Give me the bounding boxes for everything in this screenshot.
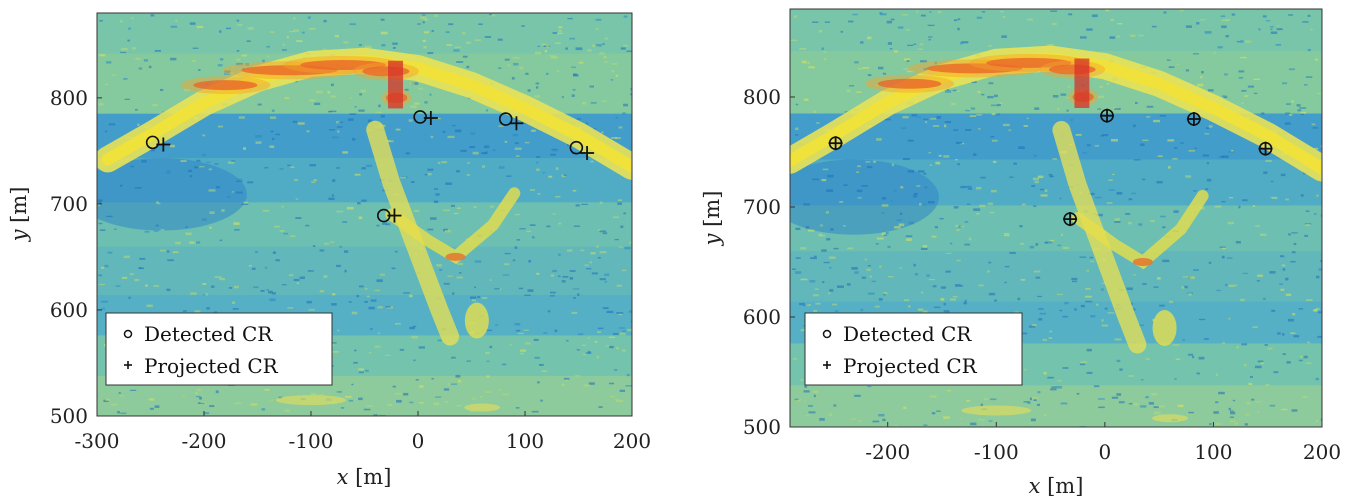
axes-frame <box>789 8 1323 428</box>
projected-cr-marker <box>828 136 843 151</box>
legend-label-detected: Detected CR <box>144 322 273 346</box>
y-tick-label: 700 <box>50 192 88 216</box>
x-tick-label: 100 <box>1194 440 1232 464</box>
y-tick-label: 600 <box>50 298 88 322</box>
projected-cr-marker <box>580 145 595 160</box>
x-tick-label: -100 <box>289 429 334 453</box>
x-axis-label: x [m] <box>337 465 392 489</box>
x-tick-label: -300 <box>75 429 120 453</box>
x-tick-label: 200 <box>1303 440 1341 464</box>
sar-image <box>790 9 1322 427</box>
projected-cr-marker <box>1063 212 1078 227</box>
detected-cr-marker <box>569 140 584 155</box>
detected-cr-marker <box>413 110 427 124</box>
x-tick-label: 0 <box>1098 440 1111 464</box>
y-tick-label: 800 <box>50 86 88 110</box>
legend-label-detected: Detected CR <box>843 322 972 346</box>
y-axis-label: y [m] <box>7 187 31 243</box>
projected-cr-marker <box>1186 112 1201 126</box>
y-tick-label: 800 <box>743 85 781 109</box>
x-tick-label: 0 <box>412 429 425 453</box>
legend-plus-icon <box>823 361 831 369</box>
projected-cr-marker <box>387 208 402 223</box>
legend: Detected CR Projected CR <box>804 312 1023 386</box>
y-tick-label: 700 <box>743 195 781 219</box>
panel-left: -300 -200 -100 0 100 200 500 600 700 800 x [m] y [m… <box>7 12 651 489</box>
legend-label-projected: Projected CR <box>843 354 978 378</box>
projected-cr-marker <box>1258 141 1273 156</box>
legend-circle-icon <box>123 329 133 339</box>
x-tick-label: -200 <box>865 440 910 464</box>
legend-label-projected: Projected CR <box>144 354 279 378</box>
panel-right: -200 -100 0 100 200 500 600 700 800 x [m] y [m] Det… <box>700 8 1341 498</box>
x-axis-label: x [m] <box>1029 474 1084 498</box>
projected-cr-marker <box>423 110 438 125</box>
y-tick-label: 600 <box>743 305 781 329</box>
legend-plus-icon <box>124 361 132 369</box>
detected-cr-marker <box>145 135 160 150</box>
sar-image <box>97 13 632 416</box>
y-axis-label: y [m] <box>700 191 724 247</box>
legend-circle-icon <box>822 329 832 339</box>
y-tick-label: 500 <box>743 415 781 439</box>
y-tick-label: 500 <box>50 404 88 428</box>
x-tick-label: -200 <box>182 429 227 453</box>
projected-cr-marker <box>156 137 171 152</box>
projected-cr-marker <box>509 116 524 131</box>
detected-cr-marker <box>498 112 513 126</box>
axes-frame <box>96 12 633 417</box>
x-tick-label: 200 <box>613 429 651 453</box>
x-tick-label: 100 <box>506 429 544 453</box>
projected-cr-marker <box>1100 108 1115 123</box>
x-tick-label: -100 <box>974 440 1019 464</box>
legend: Detected CR Projected CR <box>105 312 333 386</box>
